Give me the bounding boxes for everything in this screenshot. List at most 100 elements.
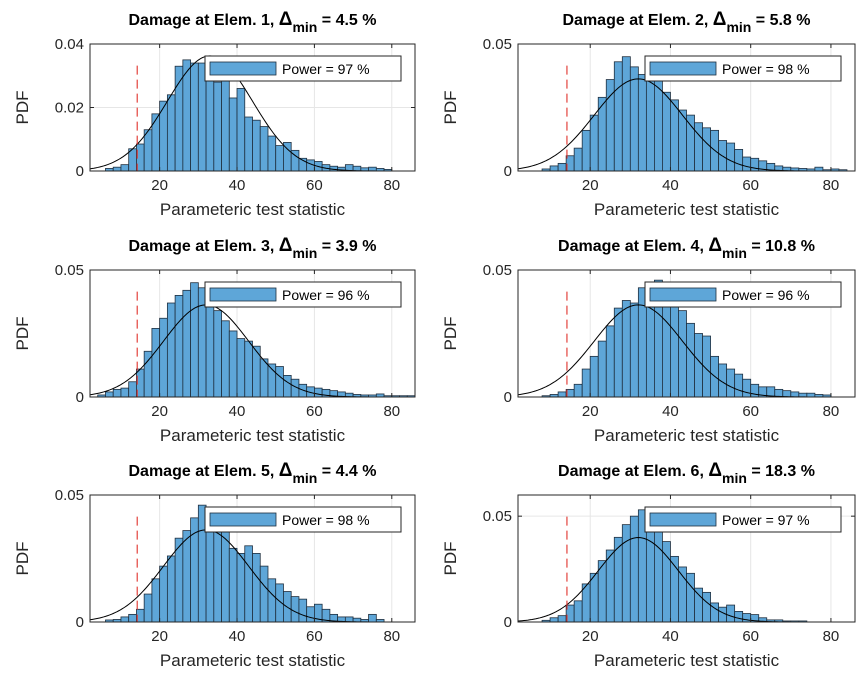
histogram-bar	[637, 74, 647, 172]
histogram-bar	[549, 165, 559, 172]
histogram-bar	[182, 59, 191, 172]
x-tick-label: 20	[151, 177, 168, 194]
histogram-bar	[205, 72, 215, 172]
legend-label: Power = 96 %	[722, 287, 810, 303]
histogram-bar	[112, 388, 122, 398]
histogram-bar	[252, 553, 261, 623]
subplot-title: Damage at Elem. 4, Δmin = 10.8 %	[558, 235, 815, 261]
histogram-bar	[228, 330, 238, 398]
histogram-bar	[549, 617, 559, 623]
subplot-3: 20 40 60 80 0 0.05 Parameteric test statistic P…	[13, 235, 416, 445]
subplot-title: Damage at Elem. 3, Δmin = 3.9 %	[129, 235, 377, 261]
legend-label: Power = 97 %	[282, 61, 370, 77]
histogram-bar	[221, 78, 230, 172]
x-tick-label: 80	[823, 628, 840, 645]
y-tick-label: 0	[504, 163, 512, 180]
y-tick-label: 0.04	[55, 36, 84, 53]
y-tick-label: 0.05	[55, 487, 84, 504]
histogram-bar	[128, 381, 137, 398]
y-axis-label: PDF	[13, 91, 32, 125]
histogram-bar	[790, 391, 800, 398]
histogram-bar	[174, 537, 184, 623]
x-tick-label: 20	[582, 177, 599, 194]
histogram-bar	[734, 149, 744, 172]
legend-swatch	[209, 287, 277, 302]
histogram-bar	[694, 587, 703, 623]
histogram-bar	[742, 378, 752, 398]
x-tick-label: 80	[823, 177, 840, 194]
histogram-bar	[742, 613, 752, 623]
histogram-bar	[613, 61, 623, 172]
histogram-bar	[236, 338, 246, 398]
x-tick-label: 60	[742, 628, 759, 645]
histogram-bar	[143, 593, 153, 623]
histogram-bar	[726, 142, 736, 172]
x-tick-label: 20	[582, 628, 599, 645]
histogram-bar	[244, 545, 253, 623]
histogram-bar	[662, 91, 671, 172]
histogram-bar	[244, 340, 253, 398]
histogram-bar	[259, 565, 269, 623]
histogram-bar	[629, 302, 639, 398]
histogram-bar	[267, 578, 277, 623]
x-tick-label: 60	[306, 177, 323, 194]
subplot-title: Damage at Elem. 6, Δmin = 18.3 %	[558, 460, 815, 486]
histogram-bar	[174, 294, 184, 398]
x-tick-label: 20	[582, 403, 599, 420]
histogram-bar	[589, 355, 599, 398]
histogram-bar	[143, 129, 153, 172]
y-axis-label: PDF	[441, 542, 460, 576]
x-tick-label: 20	[151, 628, 168, 645]
x-tick-label: 80	[823, 403, 840, 420]
subplot-title: Damage at Elem. 1, Δmin = 4.5 %	[129, 9, 377, 35]
x-tick-label: 40	[229, 628, 246, 645]
x-tick-label: 20	[151, 403, 168, 420]
histogram-bar	[259, 126, 269, 172]
histogram-bar	[686, 114, 695, 172]
subplot-5: 20 40 60 80 0 0.05 Parameteric test statistic P…	[13, 460, 416, 670]
x-tick-label: 40	[229, 177, 246, 194]
y-axis-label: PDF	[13, 542, 32, 576]
legend-label: Power = 97 %	[722, 512, 810, 528]
histogram-bar	[597, 340, 607, 398]
x-tick-label: 60	[742, 403, 759, 420]
x-axis-label: Parameteric test statistic	[160, 651, 346, 670]
y-axis-label: PDF	[13, 317, 32, 351]
legend-swatch	[649, 512, 717, 527]
legend-swatch	[209, 61, 277, 76]
x-tick-label: 80	[383, 628, 400, 645]
histogram-bar	[275, 145, 284, 172]
x-axis-label: Parameteric test statistic	[594, 200, 780, 219]
histogram-bar	[621, 300, 631, 398]
axes-box	[517, 494, 856, 623]
x-axis-label: Parameteric test statistic	[594, 426, 780, 445]
histogram-bar	[120, 616, 130, 623]
x-tick-label: 40	[662, 177, 679, 194]
histogram-bar	[629, 515, 639, 623]
histogram-bar	[573, 600, 583, 623]
histogram-bar	[166, 94, 176, 172]
axes-box	[89, 269, 416, 398]
histogram-bar	[557, 162, 567, 172]
subplot-title: Damage at Elem. 2, Δmin = 5.8 %	[563, 9, 811, 35]
histogram-bar	[573, 383, 583, 398]
histogram-bar	[120, 164, 130, 172]
histogram-bar	[190, 62, 199, 172]
histogram-bar	[275, 366, 284, 398]
legend-label: Power = 96 %	[282, 287, 370, 303]
histogram-bar	[718, 606, 728, 623]
histogram-bar	[182, 289, 191, 398]
histogram-bar	[128, 148, 137, 172]
histogram-bar	[306, 606, 315, 623]
histogram-bar	[702, 591, 711, 623]
x-tick-label: 60	[306, 628, 323, 645]
histogram-bar	[806, 392, 816, 398]
y-axis-label: PDF	[441, 317, 460, 351]
histogram-bar	[734, 611, 744, 623]
histogram-bar	[120, 387, 130, 398]
subplot-title: Damage at Elem. 5, Δmin = 4.4 %	[129, 460, 377, 486]
histogram-bar	[678, 310, 687, 398]
subplot-2: 20 40 60 80 0 0.05 Parameteric test statistic P…	[441, 9, 856, 219]
subplot-6: 20 40 60 80 0 0.05 Parameteric test statistic P…	[441, 460, 856, 670]
histogram-bar	[581, 129, 591, 172]
